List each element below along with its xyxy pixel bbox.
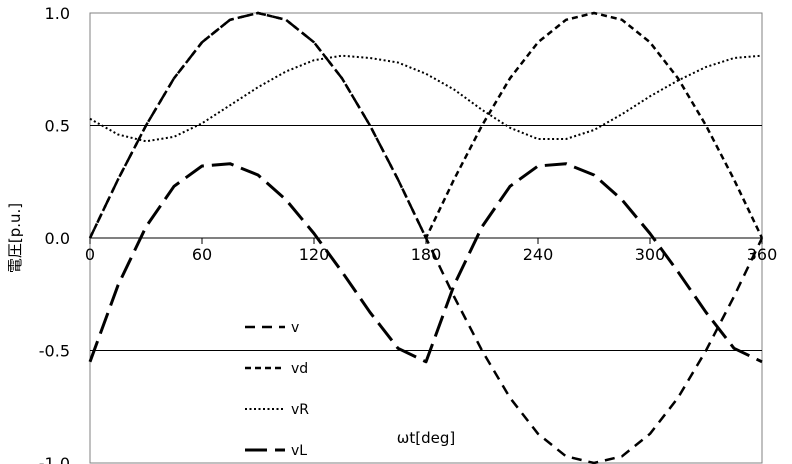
x-tick-label: 240 [523, 245, 554, 264]
series-line-vd [88, 11, 764, 240]
x-axis-label: ωt[deg] [397, 429, 455, 447]
series-lines [88, 11, 764, 464]
y-tick-label: 0.0 [45, 229, 70, 248]
y-axis-label: 電圧[p.u.] [6, 203, 24, 273]
legend: v vd vR vL [245, 320, 309, 459]
x-tick-label: 180 [411, 245, 442, 264]
gridlines [89, 125, 763, 351]
x-tick-label: 360 [747, 245, 778, 264]
series-line-vL [88, 162, 763, 364]
x-tick-labels: 0 60 120 180 240 300 360 [85, 245, 777, 264]
x-tick-label: 300 [635, 245, 666, 264]
legend-label-v: v [291, 320, 299, 336]
y-tick-label: 0.5 [45, 117, 70, 136]
series-line-vR [89, 54, 763, 143]
legend-label-vd: vd [291, 361, 308, 377]
legend-label-vR: vR [291, 402, 309, 418]
legend-label-vL: vL [291, 443, 307, 459]
y-tick-label: 1.0 [45, 4, 70, 23]
y-tick-label: -0.5 [39, 342, 70, 361]
y-tick-label: -1.0 [39, 454, 70, 464]
x-tick-label: 120 [299, 245, 330, 264]
x-tick-label: 0 [85, 245, 95, 264]
x-tick-label: 60 [192, 245, 212, 264]
y-tick-labels: 1.0 0.5 0.0 -0.5 -1.0 [39, 4, 70, 464]
